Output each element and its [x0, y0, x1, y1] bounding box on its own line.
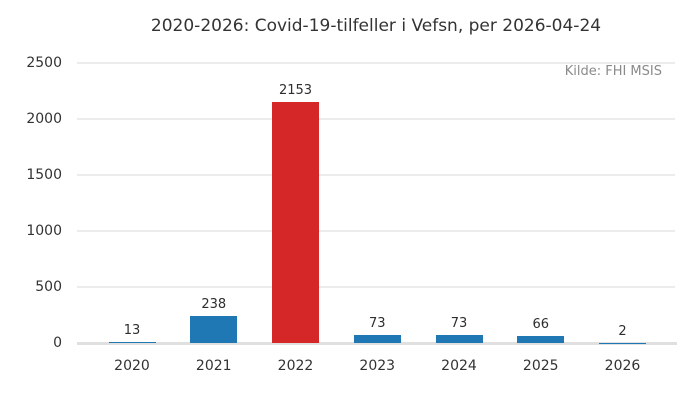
bar-2020: [108, 341, 156, 343]
gridline-y-2000: [77, 118, 675, 120]
gridline-y-1500: [77, 174, 675, 176]
source-annotation: Kilde: FHI MSIS: [564, 64, 662, 79]
bar-value-label: 2153: [278, 82, 313, 98]
x-tick-label-2020: 2020: [114, 358, 150, 374]
bar-2022: [272, 101, 319, 343]
gridline-y-1000: [77, 230, 675, 232]
y-tick-label: 500: [35, 279, 62, 295]
bar-value-label: 13: [123, 322, 141, 338]
x-tick-label-2025: 2025: [522, 358, 559, 374]
bar-value-label: 2: [618, 323, 627, 339]
bar-2025: [517, 335, 565, 343]
bar-value-label: 73: [450, 315, 468, 331]
x-tick-label-2024: 2024: [441, 358, 477, 374]
bar-2024: [435, 334, 483, 343]
x-tick-label-2026: 2026: [604, 358, 641, 374]
bar-2021: [190, 316, 238, 343]
gridline-y-500: [77, 286, 675, 288]
x-tick-label-2022: 2022: [277, 358, 314, 374]
bar-2023: [353, 334, 401, 343]
chart-title: 2020-2026: Covid-19-tilfeller i Vefsn, p…: [150, 16, 602, 36]
y-tick-label: 2500: [26, 55, 62, 71]
x-tick-label-2021: 2021: [195, 358, 232, 374]
y-tick-label: 1000: [26, 223, 62, 239]
y-tick-label: 2000: [26, 111, 62, 127]
x-tick-label-2023: 2023: [359, 358, 396, 374]
bar-value-label: 66: [532, 316, 550, 332]
bar-value-label: 73: [368, 315, 386, 331]
y-tick-label: 0: [53, 335, 62, 351]
gridline-y-0: [77, 342, 677, 345]
y-tick-label: 1500: [26, 167, 62, 183]
plot-area: 13 238 2153 73 73 66 2: [77, 62, 677, 345]
gridline-y-2500: [77, 62, 675, 64]
bar-value-label: 238: [201, 297, 227, 313]
